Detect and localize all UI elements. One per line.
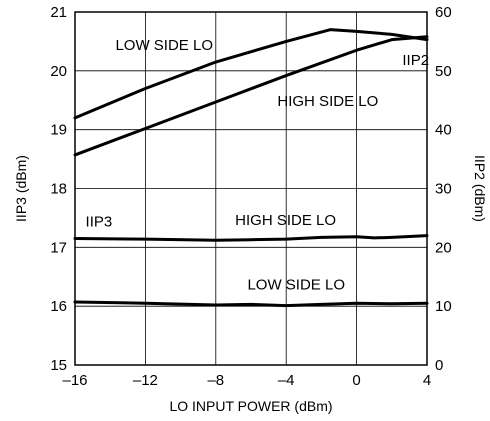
plot-frame [74,11,428,366]
y-right-tick-label: 20 [435,239,452,256]
annotation-label: IIP3 [86,214,113,231]
grid [75,12,427,365]
iip3-low-side-lo-line [73,300,429,308]
annotation-label: HIGH SIDE LO [235,212,336,229]
y-left-tick-label: 15 [50,357,67,374]
y-left-tick-label: 18 [50,181,67,198]
iip2-high-side-lo-line [73,35,429,157]
annotation-label: IIP2 [402,52,429,69]
x-axis-ticks: –16 –12 –8 –4 0 4 [62,372,431,389]
x-axis-label: LO INPUT POWER (dBm) [169,398,332,414]
y-right-tick-label: 50 [435,63,452,80]
iip2-low-side-lo-line [73,28,429,120]
y-left-tick-label: 20 [50,63,67,80]
x-tick-label: –12 [133,372,158,389]
annotation-label: LOW SIDE LO [115,37,213,54]
y-right-axis-ticks: 0 10 20 30 40 50 60 [435,4,452,374]
y-left-tick-label: 19 [50,122,67,139]
y-right-tick-label: 60 [435,4,452,21]
annotation-label: LOW SIDE LO [247,277,345,294]
y-right-tick-label: 30 [435,181,452,198]
y-right-axis-label: IIP2 (dBm) [472,155,488,222]
x-tick-label: 4 [423,372,431,389]
y-left-tick-label: 21 [50,4,67,21]
x-tick-label: –4 [278,372,295,389]
annotations: LOW SIDE LO IIP2 HIGH SIDE LO IIP3 HIGH SIDE… [86,37,429,293]
x-tick-label: –16 [62,372,87,389]
y-left-axis-label: IIP3 (dBm) [13,155,29,222]
x-tick-label: –8 [207,372,224,389]
y-right-tick-label: 10 [435,298,452,315]
y-right-tick-label: 0 [435,357,443,374]
annotation-label: HIGH SIDE LO [277,93,378,110]
y-left-axis-ticks: 15 16 17 18 19 20 21 [50,4,67,374]
iip3-high-side-lo-line [73,234,429,242]
x-tick-label: 0 [352,372,360,389]
y-right-tick-label: 40 [435,122,452,139]
y-left-tick-label: 16 [50,298,67,315]
y-left-tick-label: 17 [50,239,67,256]
data-series [73,28,429,308]
